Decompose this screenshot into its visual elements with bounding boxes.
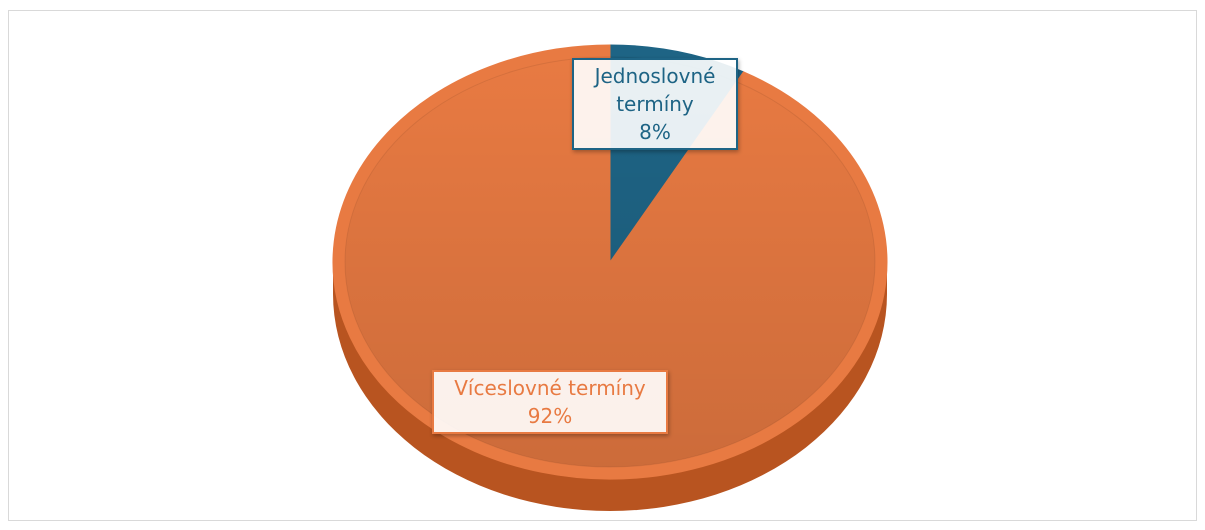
data-label: Víceslovné termíny 92% [432,370,668,434]
data-label: Jednoslovné termíny 8% [572,58,738,150]
label-category: Víceslovné termíny [454,376,646,400]
label-value: 8% [639,120,671,144]
chart-frame [8,10,1197,521]
label-category: Jednoslovné termíny [594,64,716,116]
label-value: 92% [527,404,573,428]
pie-shading [344,56,876,468]
